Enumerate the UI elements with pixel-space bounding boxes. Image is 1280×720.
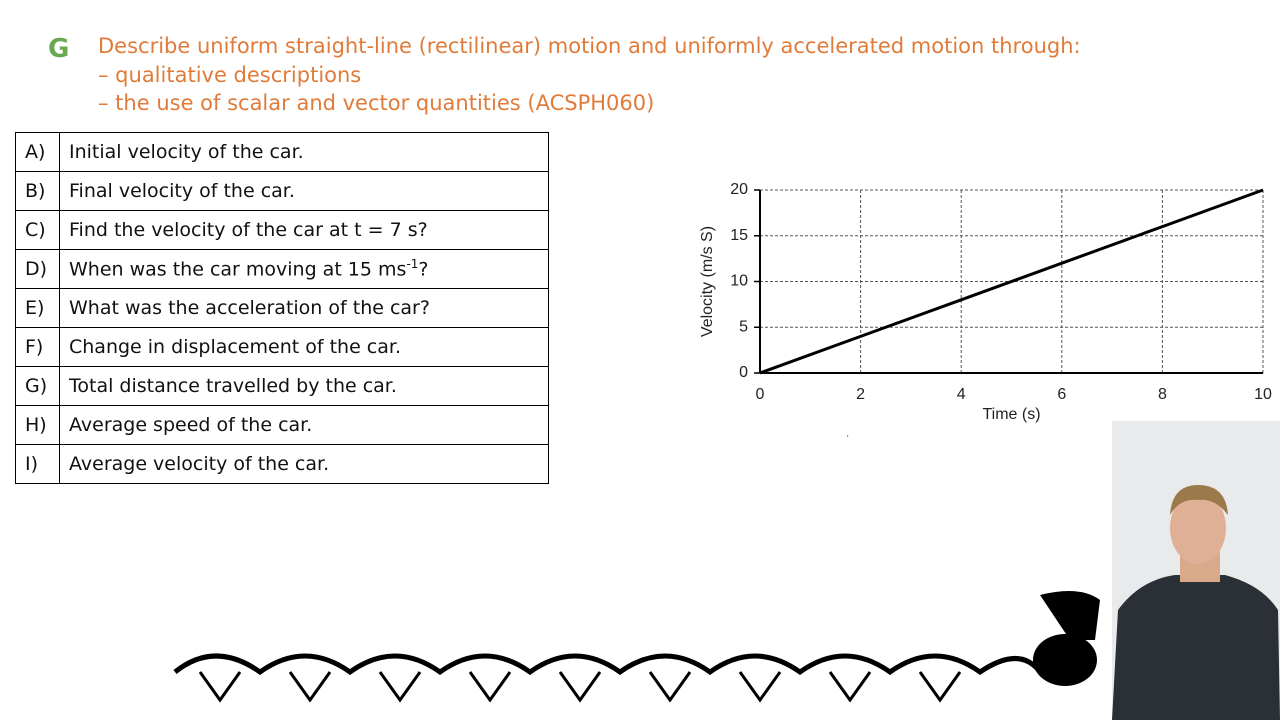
row-label: I) <box>15 444 60 484</box>
y-tick-label: 10 <box>730 273 748 290</box>
x-tick-label: 10 <box>1254 386 1272 403</box>
header-line: Describe uniform straight-line (rectilin… <box>98 34 1081 58</box>
y-axis-label: Velocity (m/s S) <box>699 226 716 337</box>
stray-dot: · <box>846 431 849 442</box>
data-line <box>759 188 1264 375</box>
silhouette <box>1033 591 1100 686</box>
row-text: Find the velocity of the car at t = 7 s? <box>59 210 549 250</box>
table-row: G) Total distance travelled by the car. <box>15 366 549 406</box>
table-row: B) Final velocity of the car. <box>15 171 549 211</box>
question-table: A) Initial velocity of the car. B) Final ve… <box>15 132 549 484</box>
table-row: F) Change in displacement of the car. <box>15 327 549 367</box>
row-text: Average speed of the car. <box>59 405 549 445</box>
table-row: C) Find the velocity of the car at t = 7 … <box>15 210 549 250</box>
x-tick-label: 0 <box>756 386 765 403</box>
row-label: H) <box>15 405 60 445</box>
table-row: I) Average velocity of the car. <box>15 444 549 484</box>
row-label: B) <box>15 171 60 211</box>
y-tick-label: 5 <box>739 318 748 335</box>
row-text: Total distance travelled by the car. <box>59 366 549 406</box>
y-tick-label: 15 <box>730 227 748 244</box>
table-row: H) Average speed of the car. <box>15 405 549 445</box>
row-text: Change in displacement of the car. <box>59 327 549 367</box>
row-label: C) <box>15 210 60 250</box>
video-inset <box>1112 421 1280 720</box>
row-text: What was the acceleration of the car? <box>59 288 549 328</box>
x-tick-label: 6 <box>1057 386 1066 403</box>
row-text: Average velocity of the car. <box>59 444 549 484</box>
y-tick-label: 20 <box>730 181 748 198</box>
header-line: – qualitative descriptions <box>98 63 362 87</box>
row-text-tail: ? <box>418 258 429 281</box>
x-tick-label: 2 <box>856 386 865 403</box>
x-tick-label: 8 <box>1158 386 1167 403</box>
x-axis-label: Time (s) <box>982 406 1040 423</box>
row-text: Final velocity of the car. <box>59 171 549 211</box>
row-text-main: When was the car moving at 15 ms <box>69 258 407 281</box>
row-text: When was the car moving at 15 ms-1? <box>59 249 549 289</box>
y-tick-label: 0 <box>739 364 748 381</box>
x-tick-label: 4 <box>957 386 966 403</box>
decoration <box>173 653 1043 703</box>
row-label: F) <box>15 327 60 367</box>
section-letter: G <box>48 34 70 64</box>
superscript: -1 <box>406 257 419 272</box>
table-row: D) When was the car moving at 15 ms-1? <box>15 249 549 289</box>
header-line: – the use of scalar and vector quantitie… <box>98 91 655 115</box>
